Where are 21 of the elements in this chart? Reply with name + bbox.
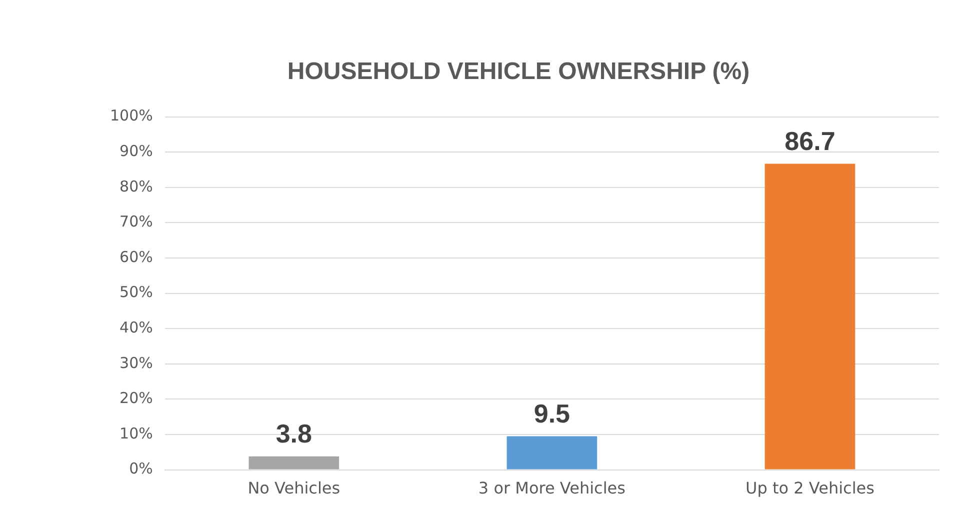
bar bbox=[764, 164, 856, 470]
y-tick-label: 30% bbox=[120, 354, 153, 372]
y-tick-label: 10% bbox=[120, 424, 153, 442]
x-tick-label: No Vehicles bbox=[248, 478, 340, 498]
data-label: 9.5 bbox=[534, 398, 570, 428]
x-tick-label: Up to 2 Vehicles bbox=[746, 478, 874, 498]
data-label: 3.8 bbox=[276, 418, 312, 449]
y-tick-label: 100% bbox=[110, 106, 153, 125]
y-tick-label: 20% bbox=[120, 389, 153, 408]
y-tick-label: 50% bbox=[120, 283, 153, 302]
bar bbox=[248, 456, 340, 470]
y-tick-label: 40% bbox=[120, 318, 153, 336]
y-tick-label: 90% bbox=[120, 142, 153, 160]
x-tick-label: 3 or More Vehicles bbox=[478, 478, 626, 498]
chart-title: HOUSEHOLD VEHICLE OWNERSHIP (%) bbox=[287, 58, 750, 86]
data-label: 86.7 bbox=[784, 126, 836, 156]
y-tick-label: 60% bbox=[120, 248, 153, 266]
y-tick-label: 80% bbox=[120, 177, 153, 196]
y-tick-label: 70% bbox=[120, 212, 153, 231]
bar bbox=[506, 436, 598, 470]
y-tick-label: 0% bbox=[129, 460, 153, 478]
